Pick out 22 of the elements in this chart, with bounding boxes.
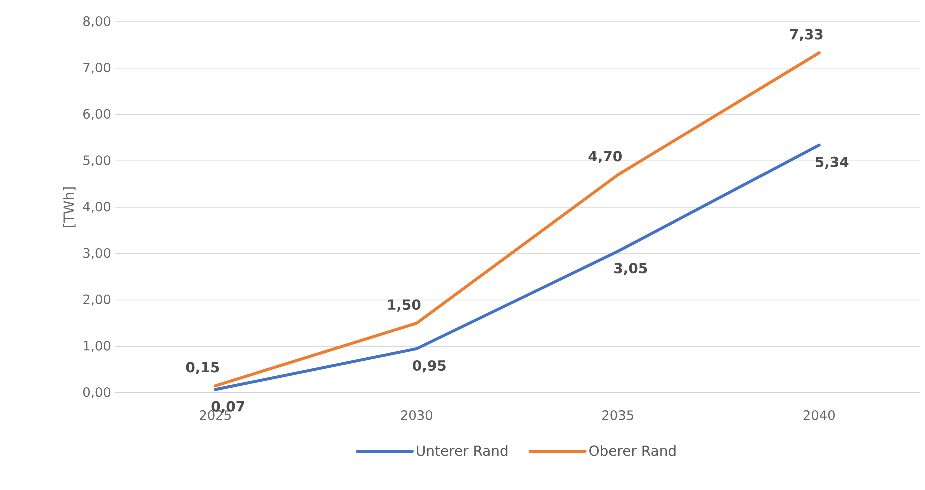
legend-label: Unterer Rand — [417, 445, 508, 456]
x-tick-label: 2035 — [602, 410, 634, 420]
y-tick-label: 4,00 — [83, 202, 111, 214]
y-tick-label: 5,00 — [84, 156, 111, 167]
data-label: 0,95 — [413, 360, 446, 373]
data-label: 3,05 — [614, 263, 648, 276]
data-label: 4,70 — [588, 151, 622, 164]
legend-label: Oberer Rand — [590, 445, 676, 456]
x-tick-label: 2030 — [401, 410, 432, 420]
y-tick-label: 2,00 — [84, 294, 111, 306]
y-tick-label: 0,00 — [84, 387, 111, 399]
y-tick-label: 7,00 — [84, 62, 111, 74]
y-tick-label: 6,00 — [84, 109, 111, 120]
data-label: 0,15 — [186, 362, 220, 375]
y-tick-label: 1,00 — [84, 341, 111, 352]
x-tick-label: 2040 — [804, 410, 835, 420]
data-label: 7,33 — [790, 29, 823, 42]
data-label: 5,34 — [816, 156, 849, 170]
data-label: 1,50 — [388, 300, 421, 312]
y-tick-label: 3,00 — [84, 248, 111, 260]
y-tick-label: 8,00 — [84, 16, 111, 28]
y-axis-title: [TWh] — [63, 188, 76, 228]
